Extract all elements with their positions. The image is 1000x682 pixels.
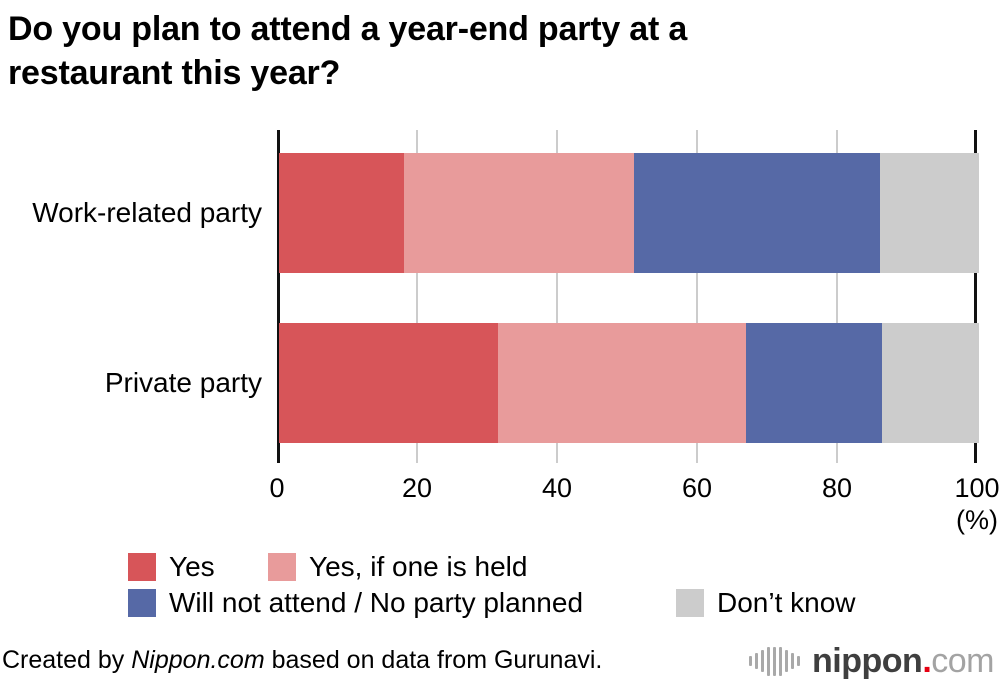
legend-label-will-not-attend: Will not attend / No party planned <box>169 587 584 618</box>
legend-item-will-not-attend: Will not attend / No party planned <box>128 587 583 619</box>
gridline-80 <box>836 130 838 463</box>
legend-label-dont-know: Don’t know <box>717 587 856 618</box>
legend-item-dont-know: Don’t know <box>676 587 856 619</box>
axis-line-0 <box>277 130 280 463</box>
logo-tld: com <box>931 642 994 680</box>
bar-work-related <box>279 153 979 273</box>
chart-title: Do you plan to attend a year-end party a… <box>8 10 688 92</box>
bar-segment <box>745 323 882 443</box>
source-credit: Created by Nippon.com based on data from… <box>2 646 602 675</box>
credit-suffix: based on data from Gurunavi. <box>264 646 603 674</box>
legend-label-yes: Yes <box>169 551 215 582</box>
x-tick-80: 80 <box>821 473 853 503</box>
category-label-work: Work-related party <box>32 197 262 228</box>
x-tick-40: 40 <box>541 473 573 503</box>
credit-prefix: Created by <box>2 646 132 674</box>
bar-segment <box>498 323 746 443</box>
gridline-20 <box>416 130 418 463</box>
bar-segment <box>633 153 881 273</box>
bar-segment <box>881 323 979 443</box>
axis-line-100 <box>974 130 977 463</box>
x-axis-unit-label: (%) <box>956 505 998 535</box>
legend-swatch-yes-if-held <box>268 553 296 581</box>
x-tick-60: 60 <box>681 473 713 503</box>
category-label-private: Private party <box>104 367 262 398</box>
bar-private <box>279 323 979 443</box>
legend-label-yes-if-held: Yes, if one is held <box>309 551 528 582</box>
bar-segment <box>279 323 499 443</box>
legend-item-yes-if-held: Yes, if one is held <box>268 551 527 583</box>
x-tick-0: 0 <box>269 473 285 503</box>
legend-swatch-yes <box>128 553 156 581</box>
credit-brand: Nippon.com <box>131 646 265 674</box>
legend-swatch-dont-know <box>676 589 704 617</box>
legend-swatch-will-not-attend <box>128 589 156 617</box>
gridline-60 <box>696 130 698 463</box>
bar-segment <box>403 153 634 273</box>
nippon-com-logo: nippon. com <box>749 642 994 680</box>
logo-wordmark: nippon <box>812 642 923 680</box>
bar-segment <box>279 153 404 273</box>
bar-segment <box>880 153 979 273</box>
x-tick-100: 100 <box>954 473 1000 503</box>
logo-dot: . <box>922 642 932 680</box>
plot-area <box>277 130 979 463</box>
gridline-40 <box>556 130 558 463</box>
soundwave-icon <box>749 646 801 676</box>
legend-item-yes: Yes <box>128 551 215 583</box>
x-tick-20: 20 <box>401 473 433 503</box>
